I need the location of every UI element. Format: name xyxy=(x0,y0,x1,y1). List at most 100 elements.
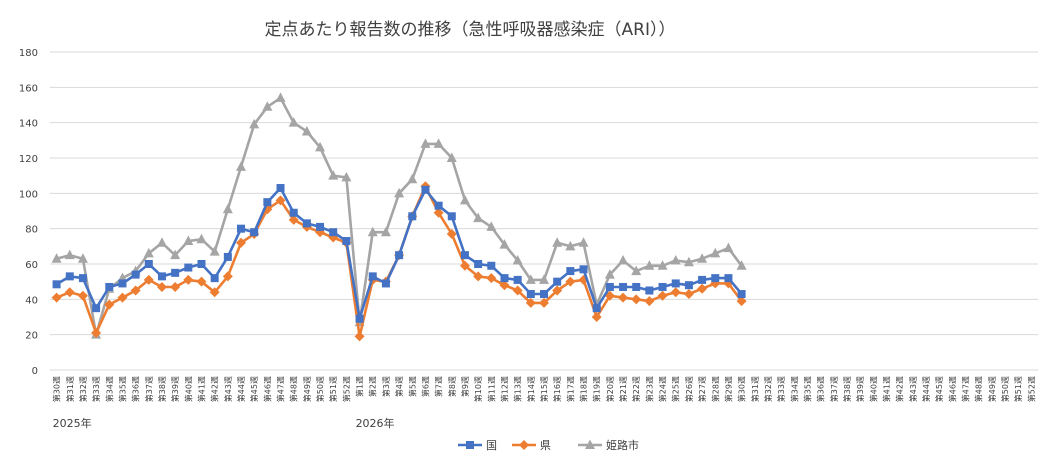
data-point xyxy=(447,212,456,221)
data-point xyxy=(51,253,62,263)
data-point xyxy=(130,285,141,296)
y-tick-label: 140 xyxy=(19,119,38,130)
data-point xyxy=(565,276,576,287)
x-tick-label: 第3週 xyxy=(381,376,391,397)
x-tick-label: 第7週 xyxy=(434,376,444,397)
data-point xyxy=(65,272,74,281)
x-tick-label: 第9週 xyxy=(460,376,470,397)
data-point xyxy=(143,247,154,258)
legend-label: 県 xyxy=(540,439,551,452)
data-point xyxy=(288,214,299,225)
data-point xyxy=(249,118,260,129)
data-point xyxy=(105,282,114,291)
x-tick-label: 第40週 xyxy=(868,376,878,402)
y-tick-label: 160 xyxy=(19,83,38,94)
x-tick-label: 第30週 xyxy=(737,376,747,402)
data-point xyxy=(275,195,286,206)
x-tick-label: 第48週 xyxy=(289,376,299,402)
data-point xyxy=(329,228,338,237)
data-point xyxy=(697,283,708,294)
data-point xyxy=(486,221,497,231)
data-point xyxy=(540,290,548,299)
series-1 xyxy=(51,181,747,342)
x-tick-label: 第30週 xyxy=(52,376,62,402)
data-point xyxy=(355,314,364,323)
data-point xyxy=(619,282,628,291)
data-point xyxy=(512,285,523,296)
x-tick-label: 第5週 xyxy=(407,376,417,397)
x-tick-label: 第49週 xyxy=(302,376,312,402)
data-point xyxy=(710,247,721,258)
data-point xyxy=(196,276,207,287)
data-point xyxy=(604,269,615,279)
y-tick-label: 40 xyxy=(25,295,38,306)
data-point xyxy=(552,285,563,296)
legend-label: 姫路市 xyxy=(606,438,639,452)
data-point xyxy=(328,170,339,180)
x-tick-label: 第18週 xyxy=(579,376,589,402)
x-tick-label: 第47週 xyxy=(961,376,971,402)
data-point xyxy=(421,185,430,194)
data-point xyxy=(658,282,667,291)
x-tick-label: 第12週 xyxy=(499,376,509,402)
data-point xyxy=(276,184,285,193)
x-tick-label: 第4週 xyxy=(394,376,404,397)
data-point xyxy=(446,228,457,239)
x-axis: 第30週 第31週 第32週 第33週 第34週 第35週 第36週 第37週 第38週 第39週… xyxy=(52,376,1037,430)
data-point xyxy=(631,294,642,305)
x-tick-label: 第32週 xyxy=(763,376,773,402)
x-tick-label: 第14週 xyxy=(526,376,536,402)
data-point xyxy=(170,249,181,260)
x-tick-label: 第27週 xyxy=(697,376,707,402)
data-point xyxy=(381,279,390,288)
x-tick-label: 第1週 xyxy=(355,376,365,397)
data-point xyxy=(459,260,470,271)
data-point xyxy=(51,292,62,303)
y-tick-label: 100 xyxy=(19,189,38,200)
x-tick-label: 第26週 xyxy=(684,376,694,402)
data-point xyxy=(183,274,194,285)
data-point xyxy=(118,279,127,288)
data-point xyxy=(591,312,602,322)
y-tick-label: 120 xyxy=(19,154,38,165)
data-point xyxy=(697,253,708,263)
data-point xyxy=(222,271,233,282)
x-tick-label: 第34週 xyxy=(789,376,799,402)
x-tick-label: 第48週 xyxy=(974,376,984,402)
legend-item: 県 xyxy=(512,439,551,452)
series-line xyxy=(56,185,743,338)
data-point xyxy=(579,265,588,274)
x-tick-label: 第36週 xyxy=(816,376,826,402)
data-point xyxy=(91,327,102,338)
x-tick-label: 第29週 xyxy=(723,376,733,402)
x-tick-label: 第41週 xyxy=(196,376,206,402)
legend-label: 国 xyxy=(486,439,497,452)
data-point xyxy=(460,251,469,260)
data-point xyxy=(131,270,140,279)
x-tick-label: 第40週 xyxy=(183,376,193,402)
data-point xyxy=(433,207,444,218)
legend-marker xyxy=(519,440,529,450)
data-point xyxy=(657,290,668,301)
data-point xyxy=(341,171,352,182)
data-point xyxy=(77,290,88,301)
data-point xyxy=(144,260,153,268)
x-tick-label: 第25週 xyxy=(671,376,681,402)
legend-marker xyxy=(466,441,474,449)
x-tick-label: 第50週 xyxy=(315,376,325,402)
data-point xyxy=(171,268,180,277)
x-tick-label: 第52週 xyxy=(341,376,351,402)
data-point xyxy=(670,287,681,298)
y-tick-label: 60 xyxy=(25,260,38,271)
data-point xyxy=(683,256,694,267)
x-tick-label: 第51週 xyxy=(328,376,338,402)
x-tick-label: 第36週 xyxy=(131,376,141,402)
x-tick-label: 第34週 xyxy=(104,376,114,402)
year-label: 2025年 xyxy=(53,416,92,430)
data-point xyxy=(395,251,404,260)
x-tick-label: 第35週 xyxy=(117,376,127,402)
data-point xyxy=(183,235,194,246)
data-point xyxy=(539,297,549,308)
x-tick-label: 第21週 xyxy=(618,376,628,402)
data-point xyxy=(723,242,734,253)
